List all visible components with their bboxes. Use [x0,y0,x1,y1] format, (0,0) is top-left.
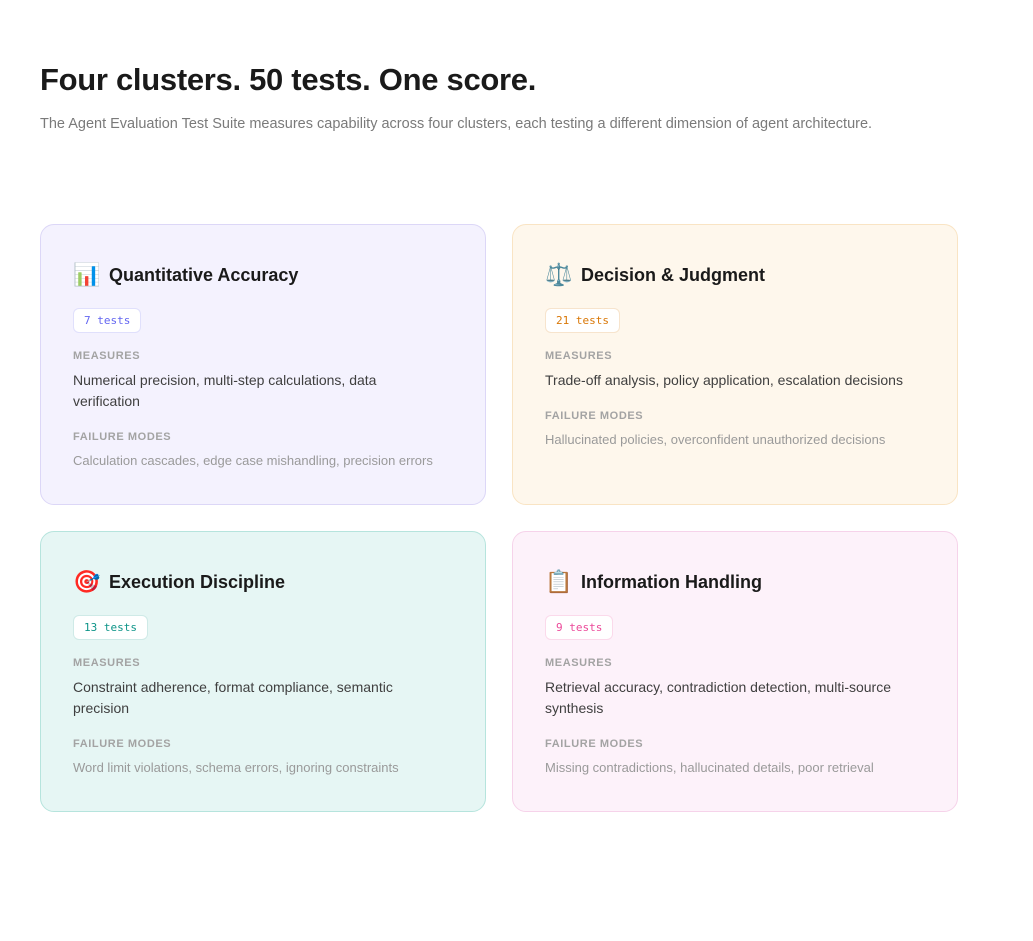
clipboard-icon: 📋 [545,569,573,594]
cluster-header: ⚖️ Decision & Judgment [545,261,925,289]
cluster-name: Execution Discipline [109,571,286,592]
failure-modes-text: Missing contradictions, hallucinated det… [545,760,874,775]
scales-icon: ⚖️ [545,262,573,287]
failure-modes-text: Word limit violations, schema errors, ig… [73,760,399,775]
failure-modes-label: FAILURE MODES [73,431,172,443]
measures-text: Constraint adherence, format compliance,… [73,679,393,716]
measures-label: MEASURES [545,657,613,669]
cluster-card: ⚖️ Decision & Judgment 21 tests MEASURES… [512,224,958,505]
cluster-card: 📊 Quantitative Accuracy 7 tests MEASURES… [40,224,486,505]
cluster-name: Decision & Judgment [581,264,766,285]
cluster-card: 🎯 Execution Discipline 13 tests MEASURES… [40,531,486,812]
cluster-name: Information Handling [581,571,762,592]
measures-label: MEASURES [545,350,613,362]
measures-label: MEASURES [73,350,141,362]
failure-modes-label: FAILURE MODES [73,738,172,750]
measures-text: Numerical precision, multi-step calculat… [73,372,377,409]
measures-text: Trade-off analysis, policy application, … [545,372,903,388]
test-count-badge: 7 tests [73,308,142,333]
failure-modes-text: Calculation cascades, edge case mishandl… [73,453,433,468]
test-count-badge: 13 tests [73,615,148,640]
failure-modes-label: FAILURE MODES [545,738,644,750]
test-count-badge: 9 tests [545,615,614,640]
cluster-header: 🎯 Execution Discipline [73,568,453,596]
measures-text: Retrieval accuracy, contradiction detect… [545,679,892,716]
page-title: Four clusters. 50 tests. One score. [40,62,537,97]
failure-modes-text: Hallucinated policies, overconfident una… [545,432,886,447]
cluster-header: 📊 Quantitative Accuracy [73,261,453,289]
cluster-name: Quantitative Accuracy [109,264,299,285]
test-count-badge: 21 tests [545,308,620,333]
measures-label: MEASURES [73,657,141,669]
failure-modes-label: FAILURE MODES [545,410,644,422]
page-subtitle: The Agent Evaluation Test Suite measures… [40,116,873,132]
target-icon: 🎯 [73,569,101,594]
cluster-header: 📋 Information Handling [545,568,925,596]
bar-chart-icon: 📊 [73,262,101,287]
cluster-card: 📋 Information Handling 9 tests MEASURES … [512,531,958,812]
